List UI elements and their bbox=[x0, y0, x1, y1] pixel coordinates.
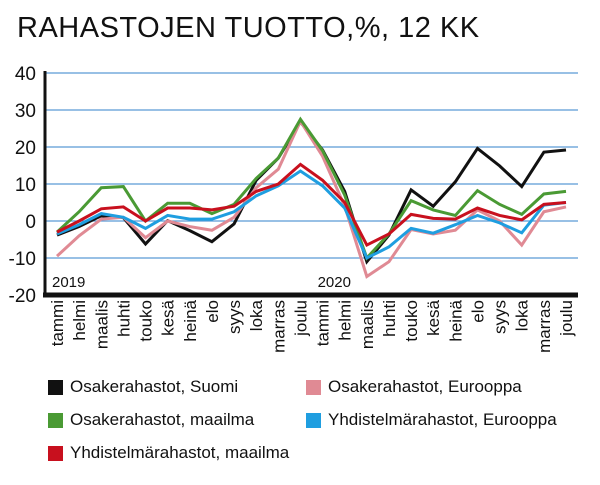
legend-item: Osakerahastot, maailma bbox=[48, 410, 254, 430]
y-tick-label: 40 bbox=[15, 64, 36, 85]
y-tick-label: 20 bbox=[15, 138, 36, 159]
legend-swatch bbox=[306, 379, 321, 395]
x-tick-label: heinä bbox=[446, 299, 465, 341]
legend-swatch bbox=[306, 412, 321, 428]
x-tick-label: tammi bbox=[48, 300, 67, 346]
x-tick-label: joulu bbox=[291, 300, 310, 337]
series-line bbox=[55, 117, 567, 279]
x-tick-label: helmi bbox=[70, 300, 89, 341]
legend-item: Osakerahastot, Suomi bbox=[48, 377, 238, 397]
x-tick-label: touko bbox=[402, 300, 421, 342]
x-tick-label: marras bbox=[269, 300, 288, 353]
x-tick-label: huhti bbox=[114, 300, 133, 337]
y-tick-label: 0 bbox=[25, 212, 36, 233]
legend-label: Osakerahastot, Eurooppa bbox=[328, 377, 522, 396]
x-tick-label: huhti bbox=[380, 300, 399, 337]
x-tick-label: helmi bbox=[336, 300, 355, 341]
x-tick-label: kesä bbox=[424, 299, 443, 335]
x-tick-label: touko bbox=[137, 300, 156, 342]
legend-swatch bbox=[48, 412, 63, 428]
year-label: 2019 bbox=[52, 274, 85, 291]
x-tick-label: loka bbox=[513, 299, 532, 331]
y-tick-label: -20 bbox=[9, 286, 36, 307]
x-tick-label: maalis bbox=[92, 300, 111, 349]
y-tick-label: 10 bbox=[15, 175, 36, 196]
legend-item: Osakerahastot, Eurooppa bbox=[306, 377, 522, 397]
series-line bbox=[55, 116, 567, 261]
legend-label: Yhdistelmärahastot, Eurooppa bbox=[328, 410, 557, 429]
chart-title: RAHASTOJEN TUOTTO,%, 12 KK bbox=[17, 12, 480, 44]
series-line bbox=[56, 162, 567, 248]
x-tick-label: elo bbox=[468, 300, 487, 323]
x-tick-label: loka bbox=[247, 299, 266, 331]
legend-item: Yhdistelmärahastot, maailma bbox=[48, 443, 289, 463]
legend-swatch bbox=[48, 379, 63, 395]
series-line bbox=[56, 169, 567, 261]
x-tick-label: syys bbox=[225, 300, 244, 334]
y-tick-label: 30 bbox=[15, 101, 36, 122]
legend-label: Yhdistelmärahastot, maailma bbox=[70, 443, 290, 462]
x-tick-label: joulu bbox=[557, 300, 576, 337]
y-tick-label: -10 bbox=[9, 249, 36, 270]
legend-item: Yhdistelmärahastot, Eurooppa bbox=[306, 410, 557, 430]
x-tick-label: elo bbox=[203, 300, 222, 323]
legend-label: Osakerahastot, Suomi bbox=[70, 377, 239, 396]
x-tick-label: heinä bbox=[181, 299, 200, 341]
x-tick-label: tammi bbox=[314, 300, 333, 346]
series-line bbox=[56, 119, 567, 265]
legend-label: Osakerahastot, maailma bbox=[70, 410, 255, 429]
legend-swatch bbox=[48, 445, 63, 461]
x-tick-label: syys bbox=[491, 300, 510, 334]
x-tick-label: kesä bbox=[159, 299, 178, 335]
x-tick-label: maalis bbox=[358, 300, 377, 349]
year-label: 2020 bbox=[318, 274, 351, 291]
x-tick-label: marras bbox=[535, 300, 554, 353]
